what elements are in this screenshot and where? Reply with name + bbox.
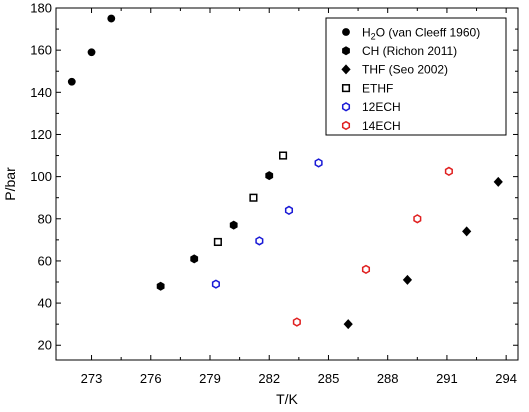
y-tick-label: 160 (30, 43, 52, 58)
data-point (255, 236, 264, 246)
y-axis-label: P/bar (2, 167, 18, 201)
legend-box (325, 17, 507, 136)
y-tick-label: 60 (38, 253, 52, 268)
legend-marker (342, 46, 350, 56)
plot-frame (55, 7, 519, 361)
legend-label: CH (Richon 2011) (362, 44, 457, 58)
data-point (462, 226, 472, 237)
legend-label: 14ECH (362, 119, 401, 133)
data-point (265, 171, 274, 181)
y-tick-label: 20 (38, 338, 52, 353)
series-3 (343, 176, 503, 330)
data-point (213, 237, 222, 247)
data-point (343, 319, 353, 330)
series-5 (211, 158, 323, 289)
data-point (314, 158, 323, 168)
legend-label: THF (Seo 2002) (362, 63, 448, 77)
data-point (292, 317, 301, 327)
data-point (190, 254, 199, 264)
data-point (402, 274, 413, 285)
x-tick-label: 273 (81, 371, 103, 386)
legend-marker (341, 84, 351, 93)
y-tick-label: 140 (30, 85, 52, 100)
data-point (493, 176, 503, 187)
x-tick-label: 294 (495, 371, 517, 386)
legend-marker (341, 120, 351, 131)
x-tick-label: 276 (140, 371, 162, 386)
data-point (361, 264, 371, 275)
data-marks (67, 14, 503, 330)
x-tick-label: 288 (377, 371, 399, 386)
data-point (87, 48, 96, 57)
legend-label: 12ECH (362, 100, 401, 114)
y-tick-label: 180 (30, 1, 52, 16)
axis-ticks: 273 276 279 282 285 288 291 294 20 40 60 80 100 120 14… (30, 1, 518, 386)
x-tick-label: 282 (258, 371, 280, 386)
y-tick-label: 80 (38, 211, 52, 226)
legend-marker (341, 102, 351, 112)
data-point (156, 281, 165, 291)
data-point (413, 214, 422, 224)
series-4 (213, 151, 288, 247)
x-tick-label: 285 (318, 371, 340, 386)
series-2 (156, 171, 274, 291)
series-1 (67, 14, 116, 86)
data-point (284, 205, 294, 216)
series-6 (292, 166, 453, 327)
legend-label: ETHF (362, 81, 393, 95)
legend-items: H2O (van Cleeff 1960) CH (Richon 2011) THF… (341, 25, 480, 133)
x-tick-label: 279 (199, 371, 221, 386)
data-point (107, 14, 116, 23)
y-tick-label: 40 (38, 296, 52, 311)
legend-marker (341, 64, 351, 75)
x-axis-label: T/K (276, 391, 298, 407)
data-point (444, 166, 453, 177)
y-tick-label: 100 (30, 169, 52, 184)
data-point (279, 151, 288, 160)
data-point (67, 77, 76, 86)
data-point (249, 193, 258, 202)
data-point (211, 279, 220, 289)
legend: H2O (van Cleeff 1960) CH (Richon 2011) THF… (325, 17, 507, 136)
data-point (229, 220, 238, 230)
legend-marker (342, 28, 350, 36)
x-tick-label: 291 (436, 371, 458, 386)
legend-label: H2O (van Cleeff 1960) (362, 25, 480, 41)
y-tick-label: 120 (30, 127, 52, 142)
